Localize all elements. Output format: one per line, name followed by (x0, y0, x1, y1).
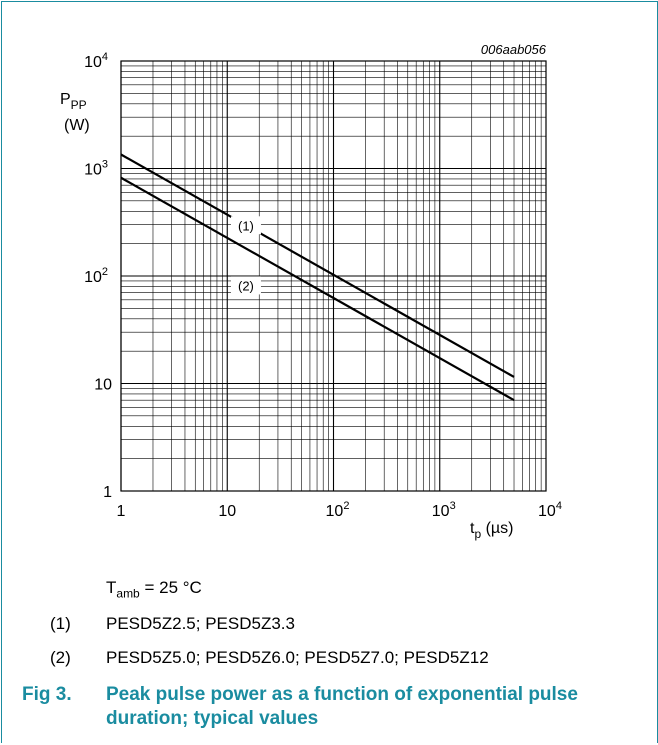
series-line-2 (120, 176, 515, 402)
y-tick-label: 102 (84, 266, 108, 286)
conditions-symbol: T (106, 578, 117, 597)
legend-note-text: PESD5Z2.5; PESD5Z3.3 (106, 614, 295, 633)
x-tick-label: 10 (218, 503, 236, 520)
series-label-1: (1) (238, 218, 254, 233)
label-layer: (1) (2) 1 10 102 103 104 1 10 102 103 104 PPP (W) tp (… (60, 51, 562, 541)
y-tick-label: 1 (103, 484, 112, 501)
series-line-1 (120, 153, 515, 378)
plot-frame (120, 60, 547, 492)
conditions: Tamb = 25 °C (106, 578, 202, 603)
series-label-2: (2) (238, 278, 254, 293)
grid-layer (120, 61, 546, 492)
y-tick-label: 10 (94, 377, 112, 394)
x-tick-label: 103 (432, 500, 456, 520)
figure-code: 006aab056 (481, 42, 547, 57)
legend-note-1: (1) PESD5Z2.5; PESD5Z3.3 (50, 614, 610, 636)
conditions-value: = 25 °C (139, 578, 202, 597)
x-tick-label: 104 (538, 500, 562, 520)
series-label-bg (230, 276, 261, 295)
legend-note-2: (2) PESD5Z5.0; PESD5Z6.0; PESD5Z7.0; PES… (50, 648, 610, 670)
figure-number: Fig 3. (22, 684, 72, 705)
y-axis-label: PPP (60, 91, 87, 112)
legend-note-text: PESD5Z5.0; PESD5Z6.0; PESD5Z7.0; PESD5Z1… (106, 648, 489, 667)
series-layer (120, 153, 515, 402)
chart: (1) (2) 1 10 102 103 104 1 10 102 103 104 PPP (W) tp (… (60, 42, 562, 541)
legend-note-number: (1) (50, 614, 71, 633)
caption-text: Peak pulse power as a function of expone… (106, 684, 578, 729)
conditions-subscript: amb (116, 586, 140, 601)
y-tick-label: 103 (84, 159, 108, 179)
y-axis-unit: (W) (64, 117, 90, 134)
x-tick-label: 1 (117, 503, 126, 520)
series-label-bg (230, 216, 261, 235)
x-tick-label: 102 (326, 500, 350, 520)
y-tick-label: 104 (84, 51, 108, 71)
x-axis-label: tp (µs) (470, 520, 513, 541)
legend-note-number: (2) (50, 648, 71, 667)
